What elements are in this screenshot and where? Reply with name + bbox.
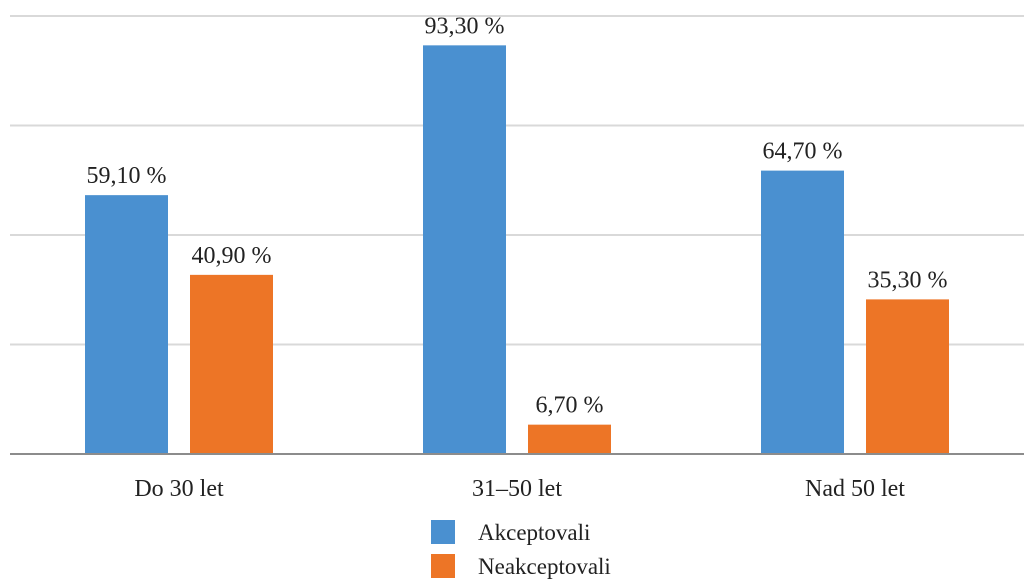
legend: Akceptovali Neakceptovali	[431, 520, 611, 579]
bar-akceptovali-1	[423, 45, 506, 454]
data-label: 64,70 %	[763, 139, 843, 165]
legend-label: Akceptovali	[478, 520, 590, 545]
x-tick-label: Do 30 let	[134, 476, 224, 502]
bars	[85, 45, 949, 454]
data-label: 6,70 %	[536, 393, 604, 419]
data-label: 93,30 %	[425, 13, 505, 39]
bar-akceptovali-2	[761, 170, 844, 454]
x-tick-labels: Do 30 let 31–50 let Nad 50 let	[134, 476, 905, 502]
data-label: 59,10 %	[87, 163, 167, 189]
legend-label: Neakceptovali	[478, 554, 611, 579]
data-label: 35,30 %	[868, 267, 948, 293]
x-tick-label: Nad 50 let	[805, 476, 905, 502]
bar-neakceptovali-1	[528, 424, 611, 454]
bar-akceptovali-0	[85, 195, 168, 454]
data-labels: 59,10 % 40,90 % 93,30 % 6,70 % 64,70 % 35,30 …	[87, 13, 948, 418]
legend-swatch	[431, 520, 455, 544]
x-tick-label: 31–50 let	[472, 476, 562, 502]
legend-swatch	[431, 554, 455, 578]
bar-neakceptovali-2	[866, 299, 949, 454]
gridlines	[10, 15, 1024, 346]
data-label: 40,90 %	[192, 243, 272, 269]
bar-neakceptovali-0	[190, 274, 273, 454]
